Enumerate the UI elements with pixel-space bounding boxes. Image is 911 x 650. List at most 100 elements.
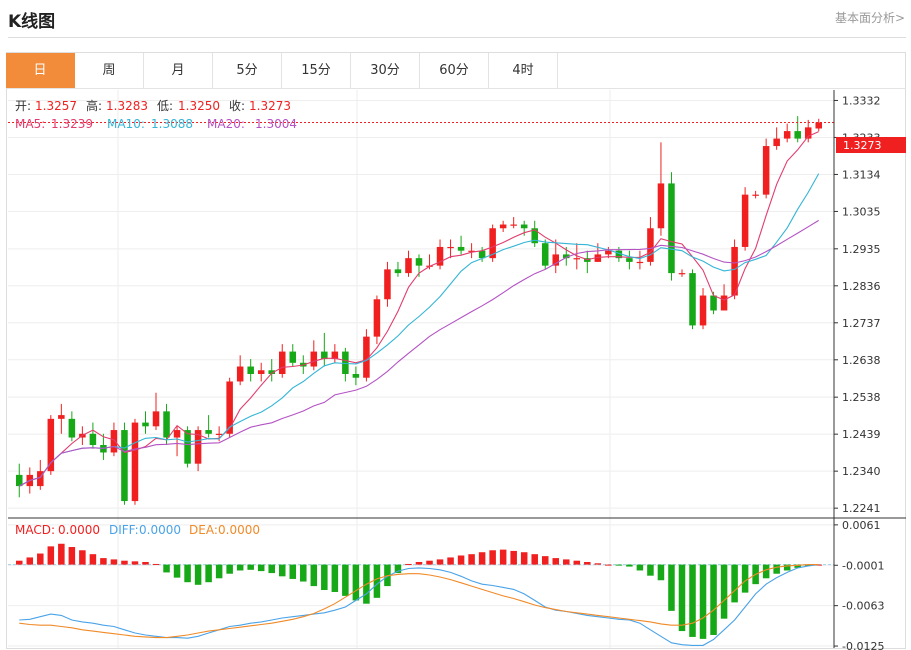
tab-divider xyxy=(6,88,906,89)
macd-bar xyxy=(321,564,328,591)
macd-bar xyxy=(804,564,812,566)
tab-60min[interactable]: 60分 xyxy=(420,53,489,88)
tab-30min[interactable]: 30分 xyxy=(351,53,420,88)
candle xyxy=(594,254,602,262)
macd-bar xyxy=(762,564,770,579)
candle xyxy=(468,250,475,252)
candle xyxy=(478,250,486,259)
macd-bar xyxy=(47,546,55,565)
macd-bar xyxy=(647,564,654,576)
macd-bar xyxy=(121,560,128,565)
macd-bar xyxy=(615,564,623,566)
price-tick-label: 1.2737 xyxy=(842,317,881,330)
candle xyxy=(342,351,349,374)
candle xyxy=(605,250,612,255)
macd-bar xyxy=(342,564,349,596)
ma5-line xyxy=(19,131,819,487)
macd-value: 0.0000 xyxy=(58,523,100,537)
tab-5min[interactable]: 5分 xyxy=(213,53,282,88)
macd-bar xyxy=(594,563,602,565)
price-tick-label: 1.3035 xyxy=(842,205,881,218)
candle xyxy=(447,246,454,249)
tab-4hour[interactable]: 4时 xyxy=(489,53,558,88)
candle xyxy=(794,131,801,139)
macd-bar xyxy=(468,554,475,565)
low-value: 1.3250 xyxy=(178,99,220,113)
candle xyxy=(815,122,823,129)
candle xyxy=(436,246,444,266)
diff-line xyxy=(19,564,819,646)
candle xyxy=(531,228,538,244)
grid xyxy=(8,90,834,648)
macd-bar xyxy=(236,564,244,571)
macd-bar xyxy=(531,554,538,565)
candle xyxy=(668,183,675,274)
macd-lines xyxy=(19,564,819,646)
tab-15min[interactable]: 15分 xyxy=(282,53,351,88)
macd-bar xyxy=(415,562,423,565)
ma-lines xyxy=(8,122,834,487)
last-price-label: 1.3273 xyxy=(843,139,882,152)
ma20-label: MA20: xyxy=(207,117,245,131)
candle xyxy=(773,138,780,147)
candle xyxy=(15,474,23,487)
candle xyxy=(152,411,160,427)
macd-bar xyxy=(436,559,444,565)
dea-line xyxy=(19,564,819,639)
macd-bar xyxy=(173,564,181,578)
macd-bar xyxy=(100,558,107,565)
macd-bar xyxy=(37,553,44,565)
macd-bar xyxy=(247,564,254,570)
candle xyxy=(321,351,328,360)
macd-label: MACD: xyxy=(15,523,55,537)
candle xyxy=(573,258,581,260)
candle xyxy=(762,146,770,195)
candle xyxy=(110,430,118,453)
candle xyxy=(226,381,233,434)
candle xyxy=(310,351,318,367)
diff-label: DIFF: xyxy=(109,523,139,537)
candle xyxy=(394,269,402,274)
candle xyxy=(289,351,297,363)
ma5-value: 1.3239 xyxy=(51,117,93,131)
fundamental-analysis-link[interactable]: 基本面分析> xyxy=(834,11,905,25)
dea-label: DEA: xyxy=(189,523,218,537)
candle xyxy=(563,254,570,259)
candle xyxy=(689,273,696,326)
chart-panel xyxy=(6,52,906,649)
candle xyxy=(47,418,55,472)
candle xyxy=(142,422,149,427)
macd-bar xyxy=(426,560,433,565)
candle xyxy=(384,269,391,300)
macd-bar xyxy=(447,557,454,565)
price-tick-label: 1.2538 xyxy=(842,391,881,404)
candle xyxy=(352,374,360,378)
candle xyxy=(68,418,76,438)
macd-bar xyxy=(131,561,139,565)
candle xyxy=(710,295,717,311)
last-price-badge xyxy=(836,137,906,153)
macd-bar xyxy=(699,564,707,639)
tab-day[interactable]: 日 xyxy=(6,53,75,88)
macd-tick-label: -0.0063 xyxy=(842,600,884,613)
macd-bar xyxy=(373,564,381,598)
low-label: 低: xyxy=(157,99,173,113)
candle xyxy=(499,224,507,229)
tab-week[interactable]: 周 xyxy=(75,53,144,88)
price-tick-label: 1.2241 xyxy=(842,502,881,515)
macd-bar xyxy=(689,564,696,637)
axes xyxy=(8,90,906,648)
macd-bar xyxy=(405,563,412,565)
macd-bar xyxy=(710,564,717,635)
title-divider xyxy=(8,37,906,38)
macd-bar xyxy=(773,564,780,574)
macd-bar xyxy=(394,564,402,574)
open-label: 开: xyxy=(15,99,31,113)
macd-bar xyxy=(552,558,560,565)
candle xyxy=(415,258,423,266)
tab-month[interactable]: 月 xyxy=(144,53,213,88)
macd-bar xyxy=(626,564,633,567)
close-value: 1.3273 xyxy=(249,99,291,113)
candle xyxy=(373,299,381,337)
